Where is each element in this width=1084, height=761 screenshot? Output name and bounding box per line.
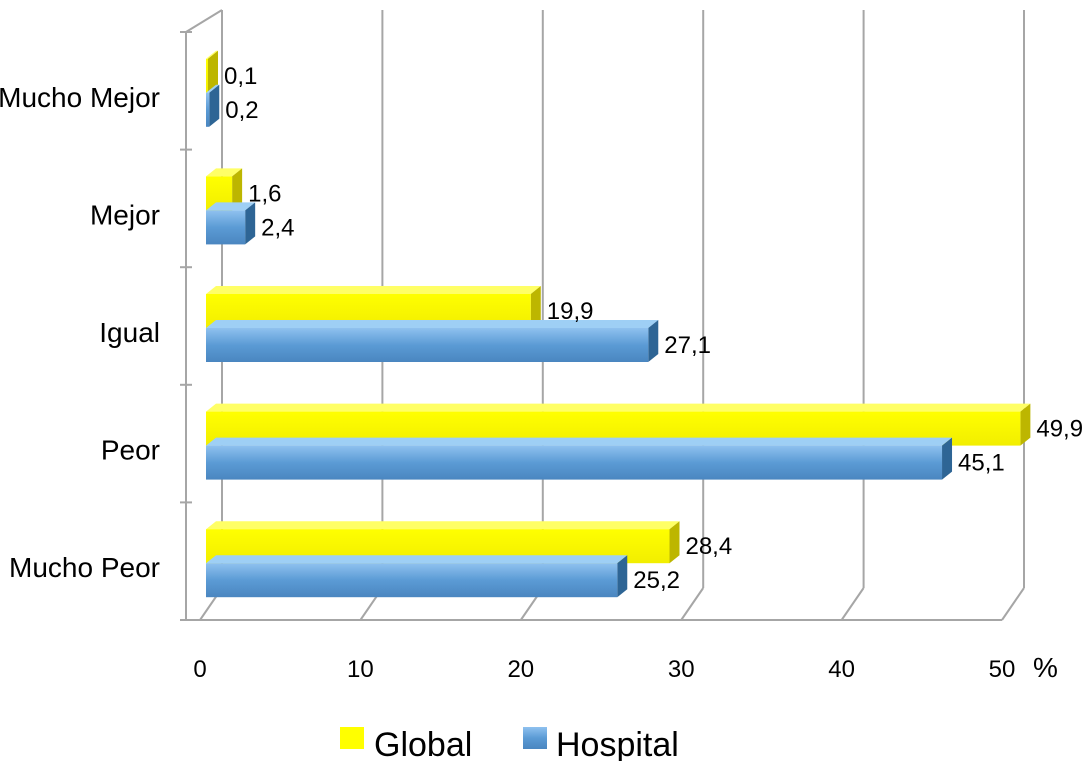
floor-gridline-50 bbox=[1001, 587, 1025, 621]
category-label: Igual bbox=[99, 317, 160, 348]
data-label-global: 49,9 bbox=[1036, 416, 1083, 443]
data-label-global: 19,9 bbox=[547, 298, 594, 325]
data-label-hospital: 27,1 bbox=[664, 332, 711, 359]
category-label: Peor bbox=[101, 435, 160, 466]
bar-side-global bbox=[669, 521, 680, 564]
bar-side-global bbox=[1020, 403, 1031, 446]
side-wall-top bbox=[185, 9, 223, 33]
data-label-hospital: 2,4 bbox=[261, 214, 294, 241]
bar-global bbox=[206, 58, 208, 93]
legend-label-global: Global bbox=[374, 726, 472, 761]
labels: 0 10 20 30 40 50 Mucho Mejor 0,1 0,2 Mejor 1,6 2,4 I… bbox=[0, 63, 1083, 683]
legend: Global Hospital bbox=[340, 726, 679, 761]
bar-side-global bbox=[530, 286, 541, 328]
bar-top-hospital bbox=[206, 320, 659, 328]
legend-label-hospital: Hospital bbox=[556, 726, 679, 761]
bar-top-hospital bbox=[206, 202, 256, 211]
bar-top-global bbox=[206, 403, 1031, 412]
x-unit-label: % bbox=[1033, 652, 1058, 683]
bar-side-global bbox=[232, 168, 243, 211]
bar-side-hospital bbox=[617, 555, 628, 598]
category-label: Mucho Mejor bbox=[0, 82, 160, 113]
data-label-hospital: 25,2 bbox=[633, 567, 680, 594]
x-tick-label: 30 bbox=[668, 656, 695, 683]
bar-top-global bbox=[206, 168, 243, 177]
gridlines bbox=[180, 9, 1025, 621]
category-label: Mucho Peor bbox=[9, 552, 160, 583]
bar-side-hospital bbox=[942, 437, 953, 480]
data-label-global: 0,1 bbox=[224, 63, 257, 90]
x-tick-label: 40 bbox=[828, 656, 855, 683]
bar-top-global bbox=[206, 50, 218, 59]
data-label-hospital: 0,2 bbox=[225, 97, 258, 124]
bar-side-hospital bbox=[209, 84, 220, 127]
floor-gridline-40 bbox=[840, 587, 865, 621]
x-tick-label: 0 bbox=[193, 656, 206, 683]
x-tick-label: 50 bbox=[989, 656, 1016, 683]
bar-side-global bbox=[208, 50, 218, 93]
floor-gridline-30 bbox=[680, 587, 705, 621]
bar-hospital bbox=[206, 328, 649, 362]
category-label: Mejor bbox=[90, 199, 160, 230]
bar-top-global bbox=[206, 521, 680, 530]
bar-top-global bbox=[206, 286, 541, 294]
data-label-global: 28,4 bbox=[685, 533, 732, 560]
data-label-hospital: 45,1 bbox=[958, 450, 1005, 477]
x-tick-label: 10 bbox=[347, 656, 374, 683]
bar-hospital bbox=[206, 563, 618, 598]
bar-top-hospital bbox=[206, 437, 953, 446]
x-tick-label: 20 bbox=[507, 656, 534, 683]
bar-side-hospital bbox=[648, 320, 659, 362]
bar-hospital bbox=[206, 210, 246, 245]
legend-swatch-hospital bbox=[523, 727, 547, 749]
bar-hospital bbox=[206, 445, 943, 480]
bar-side-hospital bbox=[245, 202, 256, 245]
bar-hospital bbox=[206, 92, 210, 127]
legend-swatch-global bbox=[340, 727, 364, 749]
data-label-global: 1,6 bbox=[248, 180, 281, 207]
bar-top-hospital bbox=[206, 84, 220, 93]
bars bbox=[206, 50, 1031, 598]
bar-top-hospital bbox=[206, 555, 628, 564]
